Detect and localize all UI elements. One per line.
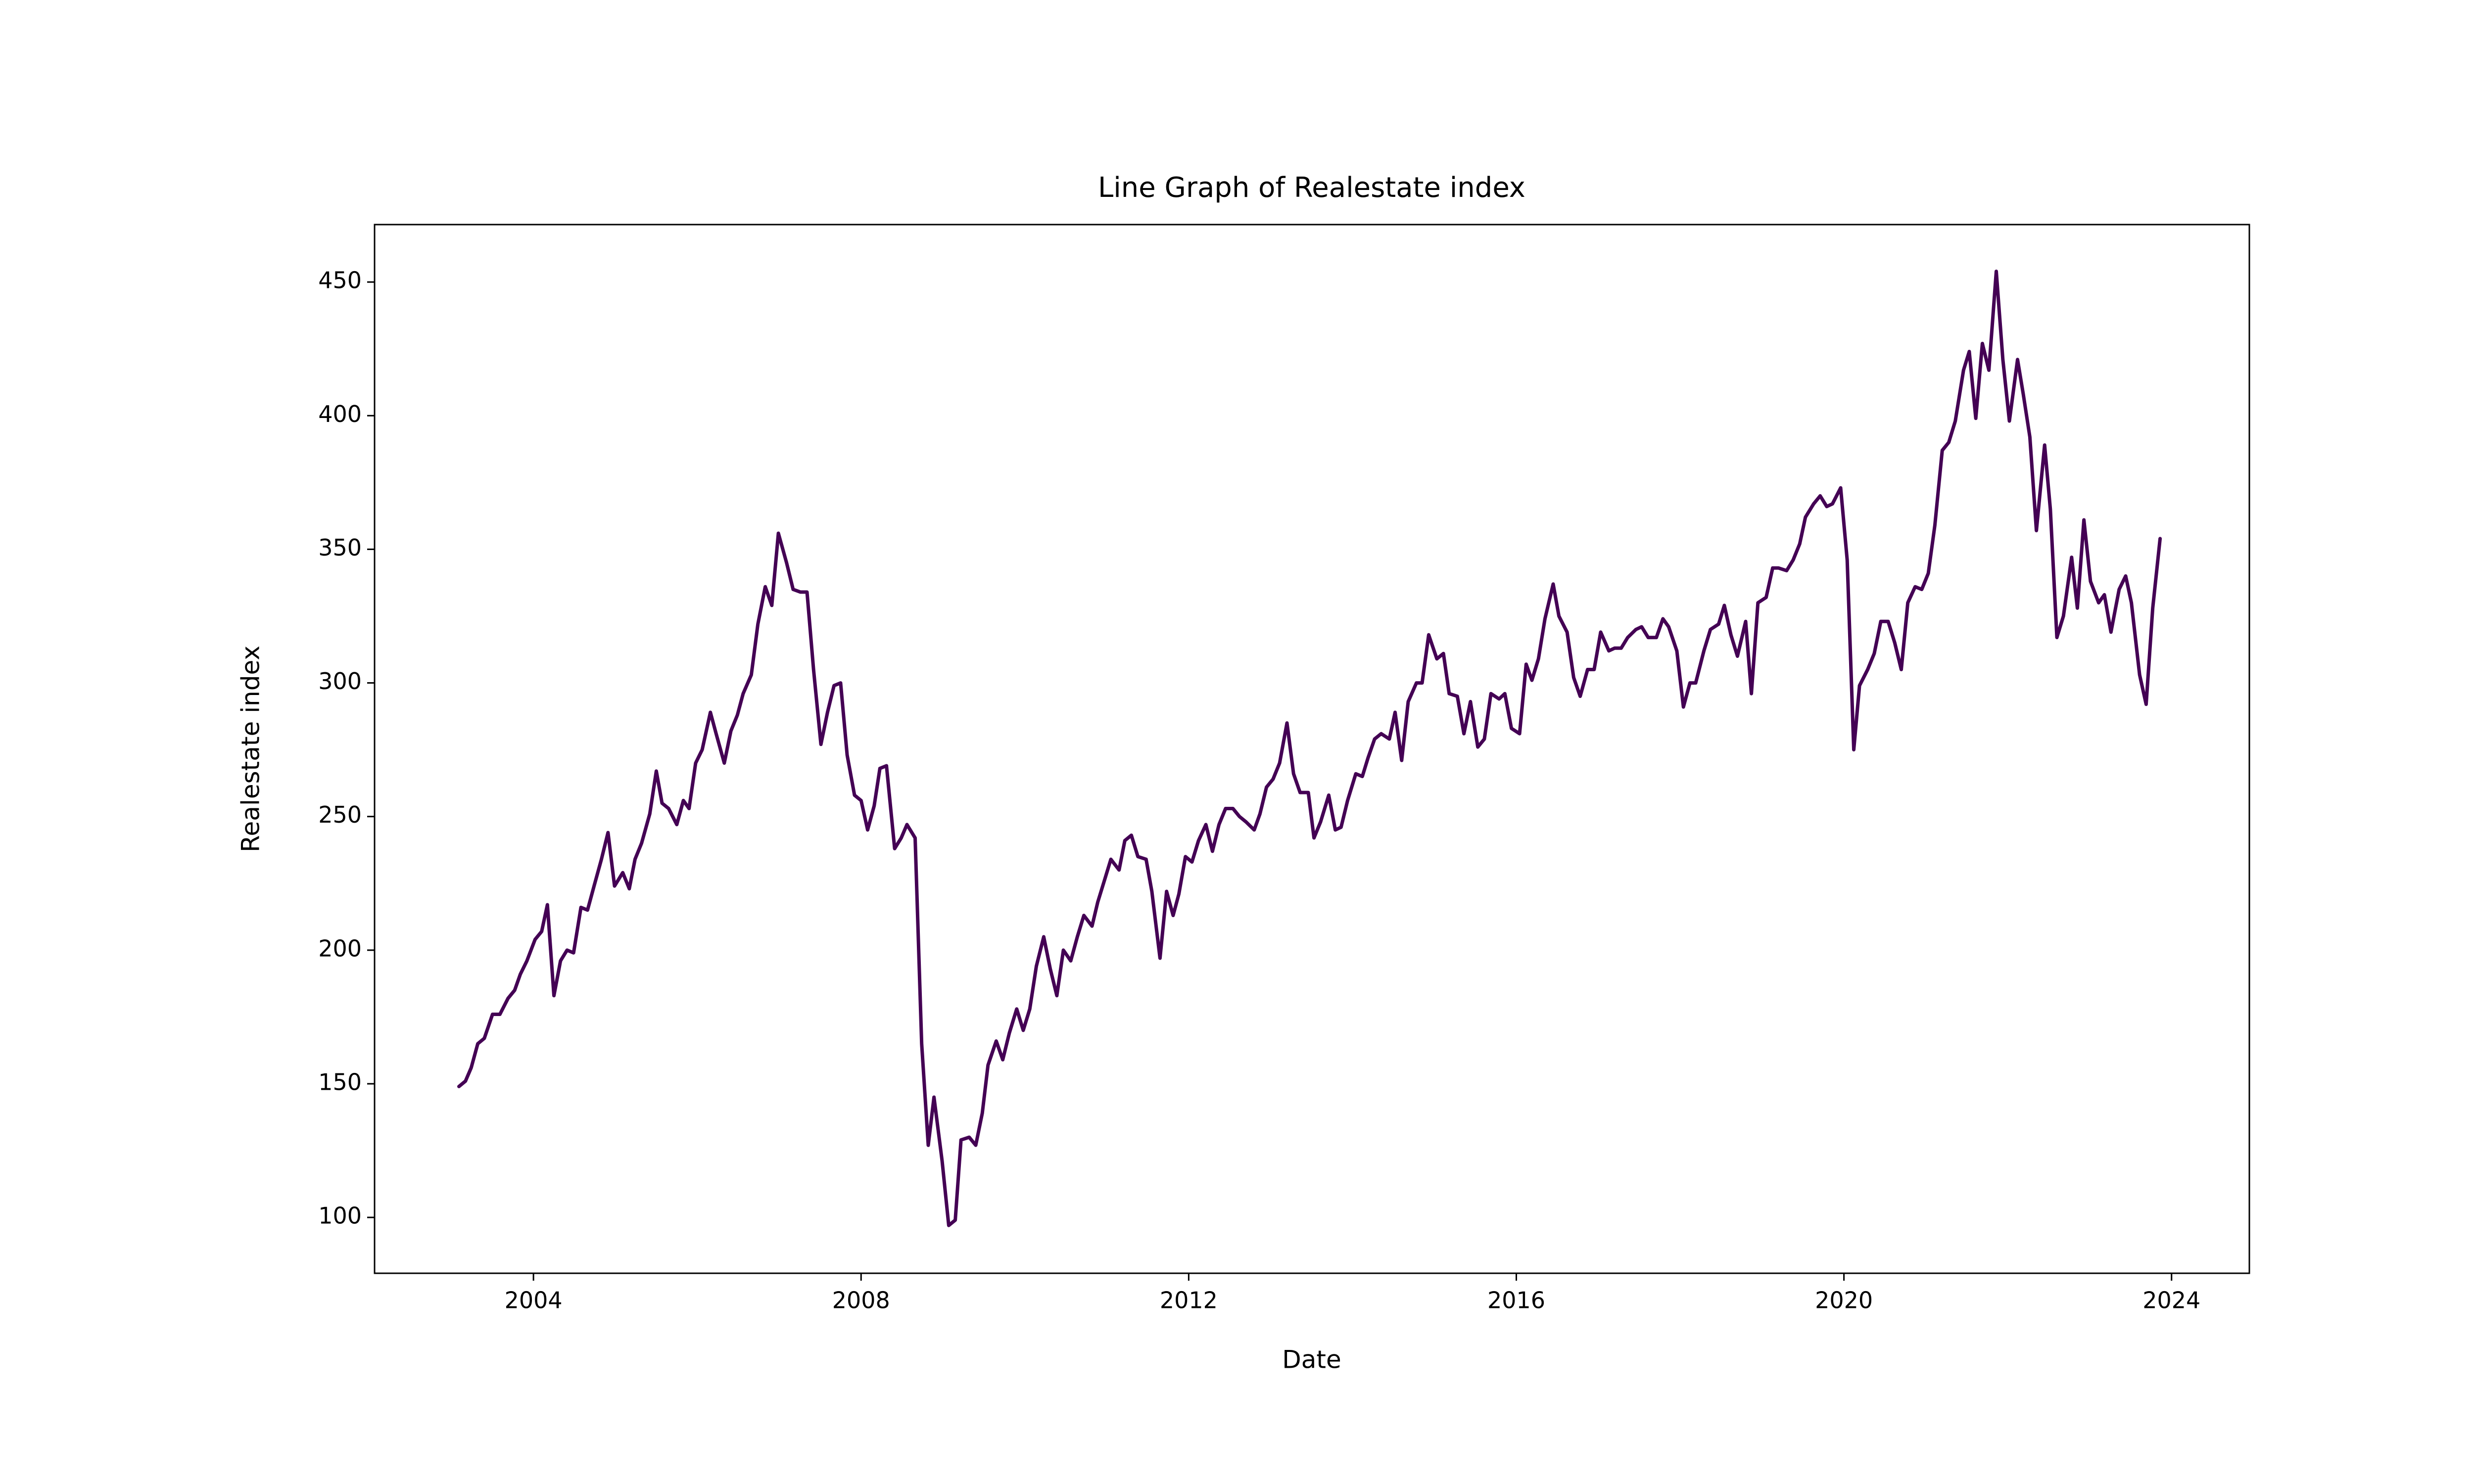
chart-title: Line Graph of Realestate index (1098, 172, 1525, 204)
x-tick-label: 2020 (1815, 1287, 1873, 1314)
x-tick-label: 2024 (2142, 1287, 2200, 1314)
x-axis-label: Date (1282, 1345, 1341, 1374)
y-tick-label: 450 (318, 267, 362, 294)
x-tick-label: 2016 (1487, 1287, 1545, 1314)
plot-frame (374, 224, 2250, 1274)
x-tick-label: 2004 (505, 1287, 563, 1314)
y-tick-label: 150 (318, 1068, 362, 1095)
x-tick-label: 2008 (832, 1287, 890, 1314)
data-line (457, 270, 2162, 1227)
y-axis-label: Realestate index (237, 646, 265, 852)
y-tick-label: 100 (318, 1203, 362, 1229)
y-tick-label: 400 (318, 401, 362, 427)
y-tick-label: 300 (318, 668, 362, 695)
y-tick-label: 200 (318, 935, 362, 962)
y-tick-label: 250 (318, 801, 362, 828)
y-tick-label: 350 (318, 534, 362, 561)
x-tick-label: 2012 (1160, 1287, 1218, 1314)
